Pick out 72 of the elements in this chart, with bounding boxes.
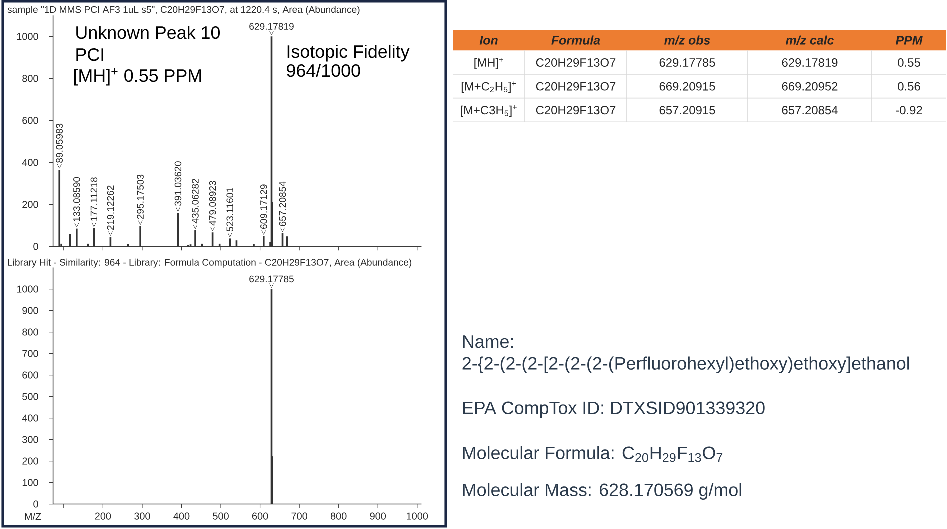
- annotation: 435.06282: [192, 179, 199, 224]
- x-tick-label: 300: [134, 512, 150, 520]
- text: Molecular Formula: C$_{20}$H$_{29}$F$_{13}$O$_{7}$: [463, 446, 723, 462]
- category-label: Formula: [552, 36, 600, 45]
- text: C20H29F13O7: [536, 106, 616, 115]
- x-tick-label: 900: [370, 512, 386, 520]
- annotation: 391.03620: [174, 162, 182, 206]
- chart-title: Library Hit - Similarity: 964 - Library: Formula Computation - C20H29F13O7, Area (Abundance): [8, 258, 412, 268]
- annotation: 219.12262: [107, 186, 114, 230]
- category-label: Ion: [480, 36, 498, 45]
- y-tick-label: 300: [22, 436, 38, 444]
- y-tick-label: 1000: [17, 286, 38, 293]
- y-tick-label: 200: [22, 458, 38, 465]
- y-tick-label: 800: [22, 75, 38, 82]
- y-tick-label: 1000: [17, 33, 38, 40]
- y-tick-label: 700: [22, 350, 38, 358]
- y-tick-label: 200: [22, 201, 38, 208]
- annotation: 964/1000: [287, 64, 360, 78]
- annotation: 295.17503: [137, 174, 144, 220]
- text: 657.20854: [782, 106, 838, 115]
- y-tick-label: 0: [34, 243, 38, 250]
- x-tick-label: 400: [174, 512, 190, 520]
- category-label: m/z obs: [664, 36, 710, 45]
- text: [M+C$_{2}$H$_{5}$]$^{+}$: [462, 82, 516, 94]
- text: 669.20952: [782, 82, 838, 91]
- chart-title: sample "1D MMS PCI AF3 1uL s5", C20H29F13O7, at 1220.4 s, Area (Abundance): [8, 6, 360, 16]
- text: 0.55: [898, 58, 920, 67]
- text: Molecular Mass: 628.170569 g/mol: [463, 483, 742, 500]
- annotation: 89.05983: [56, 124, 64, 163]
- x-tick-label: 200: [95, 512, 112, 520]
- text: 629.17819: [782, 58, 838, 67]
- x-tick-label: 800: [330, 512, 347, 520]
- y-tick-label: 100: [22, 479, 38, 486]
- annotation: Isotopic Fidelity: [288, 44, 410, 62]
- y-tick-label: 0: [34, 500, 38, 508]
- x-tick-label: 1000: [407, 512, 428, 520]
- annotation: 479.08923: [209, 181, 216, 226]
- x-axis-title: M/Z: [25, 513, 42, 520]
- annotation: 523.11601: [226, 188, 234, 232]
- annotation: 629.17819: [250, 23, 294, 30]
- y-tick-label: 500: [22, 393, 38, 400]
- text: EPA CompTox ID: DTXSID901339320: [463, 402, 765, 418]
- y-tick-label: 600: [22, 117, 38, 124]
- category-label: m/z calc: [786, 36, 834, 45]
- annotation: 177.11218: [90, 178, 98, 221]
- annotation: 657.20854: [279, 182, 286, 226]
- annotation: 133.08590: [74, 177, 80, 222]
- text: Name:: [463, 336, 514, 348]
- text: -0.92: [896, 106, 922, 115]
- x-tick-label: 700: [292, 512, 308, 520]
- text: C20H29F13O7: [536, 82, 616, 91]
- annotation: PCI: [76, 48, 104, 62]
- annotation: [MH]$^{+}$ 0.55 PPM: [74, 68, 202, 86]
- text: 669.20915: [660, 82, 716, 91]
- category-label: PPM: [896, 36, 923, 45]
- text: 657.20915: [660, 106, 716, 115]
- annotation: 609.17129: [260, 184, 268, 229]
- text: 2-{2-(2-(2-[2-(2-(2-(Perfluorohexyl)ethoxy)ethoxy]ethanol: [462, 356, 910, 374]
- text: 629.17785: [660, 58, 716, 67]
- y-tick-label: 600: [22, 372, 38, 379]
- y-tick-label: 400: [22, 414, 38, 422]
- x-tick-label: 500: [213, 512, 229, 520]
- text: C20H29F13O7: [536, 58, 616, 67]
- y-tick-label: 400: [22, 159, 38, 166]
- annotation: Unknown Peak 10: [76, 26, 220, 40]
- text: [MH]$^{+}$: [474, 58, 504, 70]
- x-tick-label: 600: [252, 512, 268, 520]
- text: 0.56: [898, 82, 920, 91]
- y-tick-label: 800: [22, 328, 38, 336]
- y-tick-label: 900: [22, 307, 38, 314]
- annotation: 629.17785: [250, 276, 294, 283]
- text: [M+C3H$_{5}$]$^{+}$: [461, 106, 517, 117]
